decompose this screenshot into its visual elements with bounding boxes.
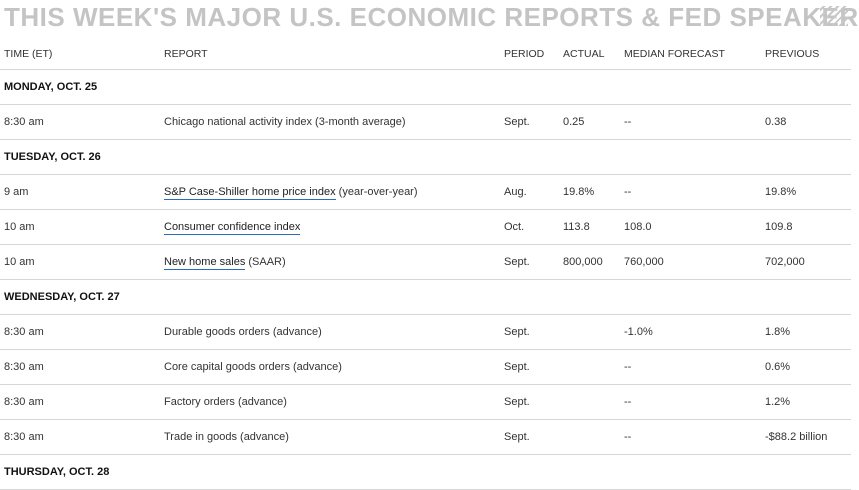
previous-cell: 1.2% (765, 384, 851, 420)
time-cell: 8:30 am (0, 349, 164, 385)
day-heading: THURSDAY, OCT. 28 (0, 454, 851, 490)
table-row: 8:30 am Factory orders (advance) Sept. -- 1.… (0, 384, 851, 420)
period-cell: Sept. (504, 314, 563, 350)
period-cell: Oct. (504, 209, 563, 245)
report-link[interactable]: Consumer confidence index (164, 221, 301, 235)
col-header-period: PERIOD (504, 39, 563, 70)
title-bar: THIS WEEK'S MAJOR U.S. ECONOMIC REPORTS … (0, 0, 859, 36)
col-header-previous: PREVIOUS (765, 39, 851, 70)
median-forecast-cell: -- (624, 419, 765, 455)
median-forecast-cell: -- (624, 349, 765, 385)
report-cell: Core capital goods orders (advance) (164, 349, 504, 385)
period-cell: Sept. (504, 244, 563, 280)
table-row: 10 am New home sales (SAAR) Sept. 800,000 76… (0, 244, 851, 280)
time-cell: 10 am (0, 244, 164, 280)
actual-cell: 0.25 (563, 104, 624, 140)
report-text: Chicago national activity index (3-month… (164, 116, 406, 128)
table-row: 8:30 am Chicago national activity index (… (0, 104, 851, 140)
table-row: 8:30 am Core capital goods orders (advanc… (0, 349, 851, 385)
report-text: Factory orders (advance) (164, 396, 287, 408)
report-cell: Trade in goods (advance) (164, 419, 504, 455)
previous-cell: 0.38 (765, 104, 851, 140)
previous-cell: 109.8 (765, 209, 851, 245)
time-cell: 9 am (0, 174, 164, 210)
table-row: 10 am Consumer confidence index Oct. 113.8 1… (0, 209, 851, 245)
report-text: (year-over-year) (335, 186, 418, 198)
report-cell: S&P Case-Shiller home price index (year-… (164, 174, 504, 210)
col-header-report: REPORT (164, 39, 504, 70)
report-text: (SAAR) (245, 256, 286, 268)
previous-cell: -$88.2 billion (765, 419, 851, 455)
report-text: Durable goods orders (advance) (164, 326, 322, 338)
day-heading: TUESDAY, OCT. 26 (0, 139, 851, 175)
median-forecast-cell: -- (624, 384, 765, 420)
actual-cell (563, 314, 624, 350)
day-section-row: WEDNESDAY, OCT. 27 (0, 279, 851, 315)
report-link[interactable]: New home sales (164, 256, 246, 270)
actual-cell (563, 419, 624, 455)
col-header-median: MEDIAN FORECAST (624, 39, 765, 70)
day-heading: MONDAY, OCT. 25 (0, 69, 851, 105)
report-cell: Factory orders (advance) (164, 384, 504, 420)
hatch-decoration (820, 6, 848, 26)
previous-cell: 19.8% (765, 174, 851, 210)
period-cell: Aug. (504, 174, 563, 210)
time-cell: 8:30 am (0, 104, 164, 140)
day-section-row: TUESDAY, OCT. 26 (0, 139, 851, 175)
median-forecast-cell: 760,000 (624, 244, 765, 280)
median-forecast-cell: -- (624, 104, 765, 140)
table-row: 9 am S&P Case-Shiller home price index (y… (0, 174, 851, 210)
time-cell: 8:30 am (0, 314, 164, 350)
actual-cell: 800,000 (563, 244, 624, 280)
actual-cell: 19.8% (563, 174, 624, 210)
report-link[interactable]: S&P Case-Shiller home price index (164, 186, 336, 200)
page-title: THIS WEEK'S MAJOR U.S. ECONOMIC REPORTS … (4, 2, 859, 32)
report-cell: Durable goods orders (advance) (164, 314, 504, 350)
report-text: Trade in goods (advance) (164, 431, 289, 443)
header-row: TIME (ET) REPORT PERIOD ACTUAL MEDIAN FO… (0, 39, 851, 70)
period-cell: Sept. (504, 349, 563, 385)
day-section-row: MONDAY, OCT. 25 (0, 69, 851, 105)
previous-cell: 1.8% (765, 314, 851, 350)
median-forecast-cell: 108.0 (624, 209, 765, 245)
period-cell: Sept. (504, 104, 563, 140)
actual-cell: 113.8 (563, 209, 624, 245)
col-header-actual: ACTUAL (563, 39, 624, 70)
day-heading: WEDNESDAY, OCT. 27 (0, 279, 851, 315)
report-cell: Consumer confidence index (164, 209, 504, 245)
report-cell: Chicago national activity index (3-month… (164, 104, 504, 140)
table-body: MONDAY, OCT. 25 8:30 am Chicago national a… (0, 69, 851, 490)
report-cell: New home sales (SAAR) (164, 244, 504, 280)
report-text: Core capital goods orders (advance) (164, 361, 342, 373)
median-forecast-cell: -- (624, 174, 765, 210)
median-forecast-cell: -1.0% (624, 314, 765, 350)
table-row: 8:30 am Trade in goods (advance) Sept. -- -$… (0, 419, 851, 455)
actual-cell (563, 384, 624, 420)
time-cell: 8:30 am (0, 419, 164, 455)
table-row: 8:30 am Durable goods orders (advance) Sep… (0, 314, 851, 350)
period-cell: Sept. (504, 419, 563, 455)
previous-cell: 702,000 (765, 244, 851, 280)
table-header: TIME (ET) REPORT PERIOD ACTUAL MEDIAN FO… (0, 39, 851, 70)
col-header-time: TIME (ET) (0, 39, 164, 70)
day-section-row: THURSDAY, OCT. 28 (0, 454, 851, 490)
previous-cell: 0.6% (765, 349, 851, 385)
actual-cell (563, 349, 624, 385)
time-cell: 10 am (0, 209, 164, 245)
time-cell: 8:30 am (0, 384, 164, 420)
reports-table: TIME (ET) REPORT PERIOD ACTUAL MEDIAN FO… (0, 39, 851, 490)
period-cell: Sept. (504, 384, 563, 420)
